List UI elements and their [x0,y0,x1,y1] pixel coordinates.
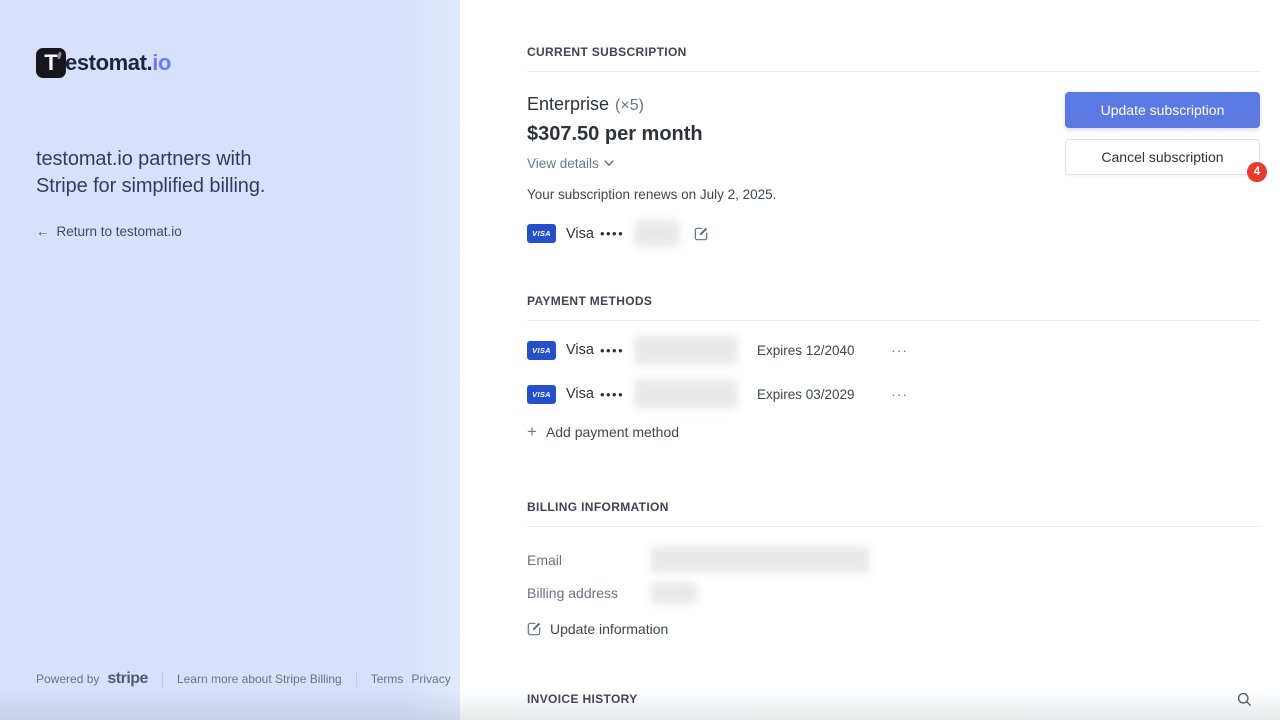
sidebar: T estomat. io testomat.io partners with S… [0,0,460,720]
update-subscription-button[interactable]: Update subscription [1065,92,1260,128]
learn-more-link[interactable]: Learn more about Stripe Billing [176,672,342,686]
visa-badge-text: VISA [532,389,551,399]
payment-methods-section: PAYMENT METHODS VISA Visa •••• Expires 1… [527,294,1260,440]
billing-information-section: BILLING INFORMATION Email Billing addres… [527,500,1260,637]
billing-address-label: Billing address [527,585,619,601]
visa-card-icon: VISA [527,384,556,404]
redacted-card-number [634,335,739,365]
headline-line1: testomat.io partners with [36,148,252,170]
plan-details: Enterprise (×5) $307.50 per month View d… [527,92,776,247]
main-content: CURRENT SUBSCRIPTION Enterprise (×5) $30… [460,0,1280,720]
card-masked-dots: •••• [599,342,625,358]
redacted-email-value [650,546,870,573]
card-brand-label: Visa [566,342,594,358]
redacted-address-value [650,582,698,604]
payment-method-row: VISA Visa •••• Expires 03/2029 ··· [527,379,1260,409]
edit-card-icon[interactable] [694,227,708,241]
visa-card-icon: VISA [527,340,556,360]
section-divider [527,526,1260,527]
privacy-link[interactable]: Privacy [411,672,451,686]
invoice-history-section: INVOICE HISTORY [460,678,1280,720]
payment-methods-title: PAYMENT METHODS [527,294,653,308]
return-link[interactable]: ← Return to testomat.io [36,224,182,239]
renewal-text: Your subscription renews on July 2, 2025… [527,187,777,202]
search-icon[interactable] [1237,692,1252,707]
logo-notch [57,51,62,60]
sidebar-headline: testomat.io partners with Stripe for sim… [36,146,265,199]
back-arrow-icon: ← [36,224,50,239]
email-label: Email [527,551,563,568]
billing-information-title: BILLING INFORMATION [527,500,669,514]
section-divider [527,71,1260,72]
update-information-label: Update information [550,621,669,637]
add-payment-method-label: Add payment method [545,423,680,440]
visa-badge-text: VISA [532,345,551,355]
plus-icon: + [527,422,537,441]
subscription-actions: Update subscription Cancel subscription … [1065,92,1267,247]
card-expiry: Expires 03/2029 [757,386,855,402]
footer-divider [355,671,357,687]
sidebar-footer: Powered by stripe Learn more about Strip… [36,670,451,688]
card-expiry: Expires 12/2040 [757,342,855,358]
section-divider [527,320,1260,321]
edit-icon [527,622,541,636]
add-payment-method-button[interactable]: + Add payment method [527,423,679,440]
testomat-logo[interactable]: T estomat. io [36,48,171,78]
stripe-logo[interactable]: stripe [107,670,148,687]
update-information-button[interactable]: Update information [527,621,668,637]
logo-wordmark: estomat. [65,50,153,75]
card-brand-label: Visa [566,386,594,402]
view-details-label: View details [527,156,599,171]
footer-divider [161,671,163,687]
view-details-toggle[interactable]: View details [527,156,614,171]
current-subscription-section: CURRENT SUBSCRIPTION Enterprise (×5) $30… [527,45,1267,247]
card-masked-dots: •••• [599,226,625,241]
return-link-label: Return to testomat.io [56,224,182,239]
cancel-subscription-button[interactable]: Cancel subscription [1065,139,1260,175]
redacted-card-number [634,379,739,409]
powered-by-label: Powered by [36,672,100,686]
card-brand-label: Visa [566,225,594,242]
current-subscription-title: CURRENT SUBSCRIPTION [527,45,687,59]
visa-badge-text: VISA [532,229,551,238]
visa-card-icon: VISA [527,224,556,243]
billing-address-row: Billing address [527,582,1260,604]
logo-letter: T [44,50,58,75]
invoice-history-title: INVOICE HISTORY [527,692,638,706]
redacted-card-number [634,220,681,247]
card-masked-dots: •••• [599,386,625,402]
email-row: Email [527,546,1260,573]
card-overflow-menu-icon[interactable]: ··· [891,386,908,402]
terms-link[interactable]: Terms [370,672,404,686]
chevron-down-icon [604,160,614,166]
plan-name: Enterprise [527,94,610,114]
subscription-card-row: VISA Visa •••• [527,220,776,247]
headline-line2: Stripe for simplified billing. [36,174,266,197]
payment-method-row: VISA Visa •••• Expires 12/2040 ··· [527,335,1260,365]
plan-price: $307.50 per month [527,123,703,145]
card-overflow-menu-icon[interactable]: ··· [891,342,908,358]
plan-quantity: (×5) [615,97,644,114]
logo-tld: io [152,50,172,75]
notification-badge: 4 [1247,162,1267,182]
testomat-logo-icon: T [36,48,66,78]
